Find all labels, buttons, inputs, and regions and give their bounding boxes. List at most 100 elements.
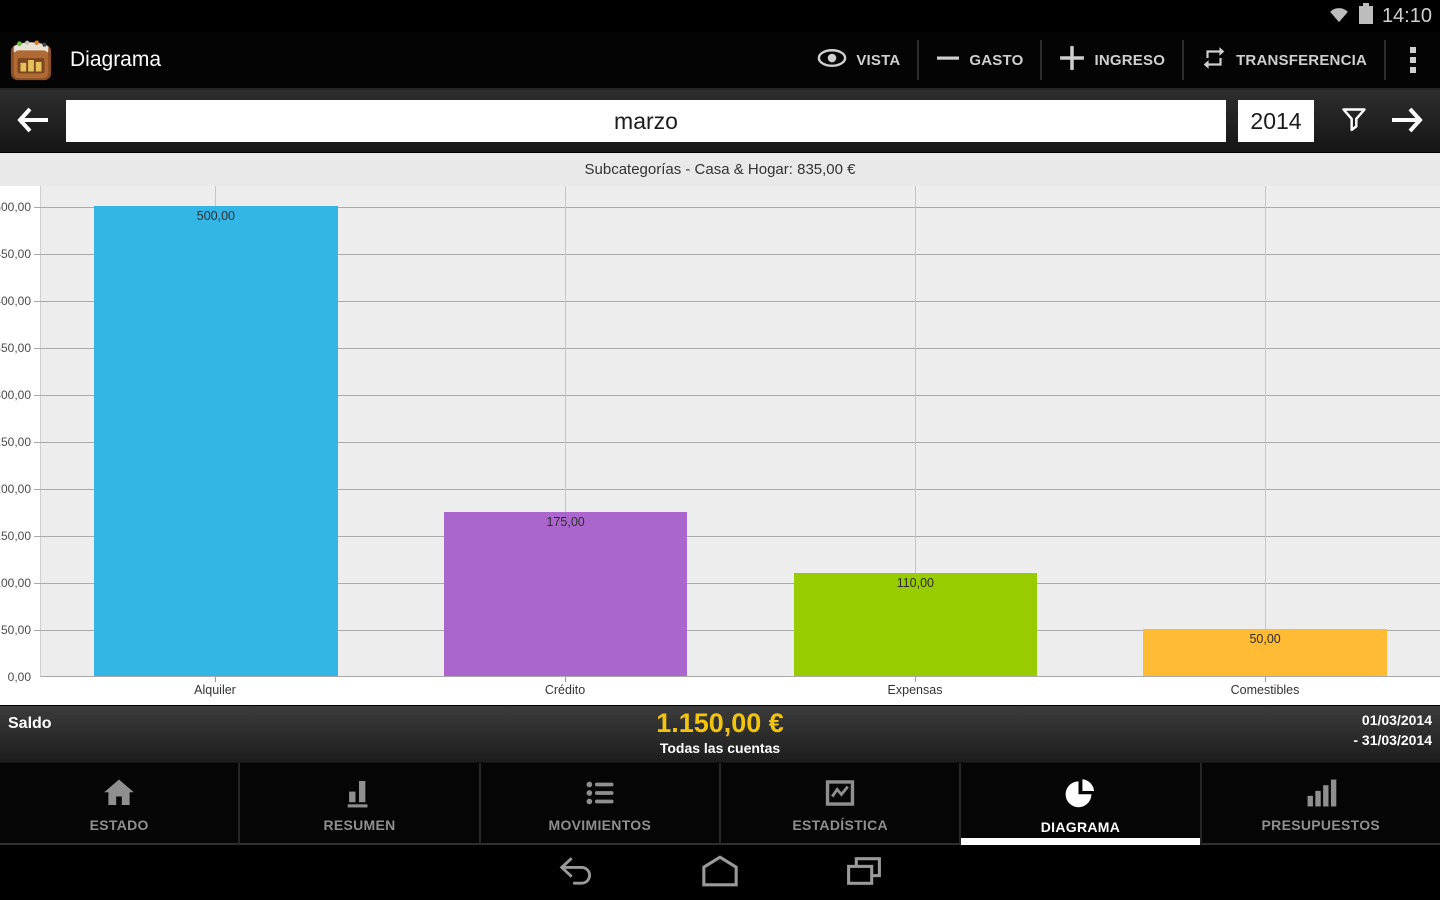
arrow-right-icon xyxy=(1389,107,1423,136)
bar-chart-icon xyxy=(342,776,376,810)
y-tick-label: 250,00 xyxy=(0,435,31,449)
bar-expensas[interactable]: 110,00 xyxy=(793,572,1038,676)
transferencia-button[interactable]: TRANSFERENCIA xyxy=(1184,32,1384,88)
android-recents-button[interactable] xyxy=(844,854,884,891)
x-tick-label: Expensas xyxy=(887,683,943,697)
tab-label: ESTADO xyxy=(89,816,149,833)
overflow-menu-icon xyxy=(1410,47,1416,53)
gridline xyxy=(34,253,1440,255)
filter-button[interactable] xyxy=(1328,90,1380,152)
balance-amount: 1.150,00 € xyxy=(656,708,784,738)
divider xyxy=(1384,40,1386,80)
x-axis-labels: Alquiler Crédito Expensas Comestibles xyxy=(40,677,1440,705)
overflow-menu-button[interactable] xyxy=(1386,32,1440,88)
x-tick xyxy=(1264,677,1266,682)
tab-bar: ESTADO RESUMEN MOVIMIENTOS ESTADÍSTICA D… xyxy=(0,762,1440,845)
tab-label: PRESUPUESTOS xyxy=(1261,816,1381,833)
y-tick-label: 400,00 xyxy=(0,294,31,308)
back-icon xyxy=(556,854,596,891)
status-time: 14:10 xyxy=(1381,4,1432,27)
gasto-label: GASTO xyxy=(969,51,1024,69)
android-nav-bar xyxy=(0,845,1440,900)
summary-bar: Saldo 1.150,00 € Todas las cuentas 01/03… xyxy=(0,705,1440,762)
tab-label: RESUMEN xyxy=(323,816,396,833)
wifi-icon xyxy=(1328,5,1350,28)
tab-estado[interactable]: ESTADO xyxy=(0,763,241,845)
tab-label: DIAGRAMA xyxy=(1040,818,1121,835)
gasto-button[interactable]: GASTO xyxy=(919,32,1040,88)
plus-icon xyxy=(1059,45,1085,75)
pie-chart-icon xyxy=(1062,776,1098,812)
x-tick xyxy=(914,677,916,682)
gridline xyxy=(34,629,1440,631)
x-tick xyxy=(214,677,216,682)
y-tick-label: 100,00 xyxy=(0,576,31,590)
gridline xyxy=(34,206,1440,208)
y-tick-label: 450,00 xyxy=(0,247,31,261)
bar-comestibles[interactable]: 50,00 xyxy=(1143,629,1387,676)
x-tick xyxy=(564,677,566,682)
prev-period-button[interactable] xyxy=(8,90,60,152)
y-tick-label: 350,00 xyxy=(0,341,31,355)
next-period-button[interactable] xyxy=(1380,90,1432,152)
ingreso-label: INGRESO xyxy=(1094,51,1166,69)
tab-label: MOVIMIENTOS xyxy=(548,816,652,833)
chart-title: Subcategorías - Casa & Hogar: 835,00 € xyxy=(0,152,1440,186)
month-field[interactable]: marzo xyxy=(66,100,1226,142)
vista-label: VISTA xyxy=(856,51,901,69)
tab-diagrama[interactable]: DIAGRAMA xyxy=(961,763,1202,845)
ascending-bars-icon xyxy=(1304,776,1338,810)
line-chart-icon xyxy=(822,776,858,810)
app-title-group: Diagrama xyxy=(0,32,161,88)
home-outline-icon xyxy=(700,854,740,891)
eye-icon xyxy=(817,48,847,72)
gridline xyxy=(34,347,1440,349)
y-axis-labels: 500,00 450,00 400,00 350,00 300,00 250,00 200,… xyxy=(0,186,36,684)
year-field[interactable]: 2014 xyxy=(1238,100,1314,142)
tab-movimientos[interactable]: MOVIMIENTOS xyxy=(480,763,721,845)
transferencia-label: TRANSFERENCIA xyxy=(1236,51,1367,69)
action-buttons: VISTA GASTO INGRESO TRANSF xyxy=(800,32,1440,88)
y-tick-label: 50,00 xyxy=(0,623,31,637)
android-back-button[interactable] xyxy=(556,854,596,891)
bar-value-label: 110,00 xyxy=(896,575,935,590)
bar-crédito[interactable]: 175,00 xyxy=(443,511,688,676)
tab-presupuestos[interactable]: PRESUPUESTOS xyxy=(1201,763,1440,845)
ingreso-button[interactable]: INGRESO xyxy=(1042,32,1182,88)
tab-estadistica[interactable]: ESTADÍSTICA xyxy=(720,763,962,845)
divider xyxy=(1040,40,1043,80)
gridline xyxy=(1264,186,1266,676)
transfer-icon xyxy=(1201,45,1227,75)
tab-resumen[interactable]: RESUMEN xyxy=(240,763,481,845)
home-icon xyxy=(101,776,137,810)
bar-chart: 500,00 450,00 400,00 350,00 300,00 250,00 200,… xyxy=(0,186,1440,705)
bar-value-label: 500,00 xyxy=(196,209,235,223)
gridline xyxy=(914,186,916,676)
accounts-label: Todas las cuentas xyxy=(659,740,781,757)
divider xyxy=(1182,40,1185,80)
y-tick-label: 500,00 xyxy=(0,200,31,214)
balance-group: 1.150,00 € Todas las cuentas xyxy=(0,708,1440,756)
vista-button[interactable]: VISTA xyxy=(800,32,917,88)
gridline xyxy=(34,300,1440,302)
android-home-button[interactable] xyxy=(700,854,740,891)
y-tick-label: 150,00 xyxy=(0,529,31,543)
wallet-app-icon xyxy=(8,37,54,83)
gridline xyxy=(565,186,567,676)
gridline xyxy=(34,394,1440,396)
date-to: - 31/03/2014 xyxy=(1353,731,1432,748)
y-tick-label: 200,00 xyxy=(0,482,31,496)
month-value: marzo xyxy=(614,107,678,134)
x-tick-label: Alquiler xyxy=(194,683,236,697)
minus-icon xyxy=(936,46,960,74)
recents-icon xyxy=(844,854,884,891)
bar-alquiler[interactable]: 500,00 xyxy=(94,206,338,676)
saldo-label: Saldo xyxy=(8,715,52,732)
period-nav: marzo 2014 xyxy=(0,90,1440,152)
status-bar: 14:10 xyxy=(0,0,1440,32)
gridline xyxy=(34,582,1440,584)
date-from: 01/03/2014 xyxy=(1361,712,1432,728)
battery-icon xyxy=(1358,3,1373,29)
y-tick-label: 0,00 xyxy=(7,670,31,684)
